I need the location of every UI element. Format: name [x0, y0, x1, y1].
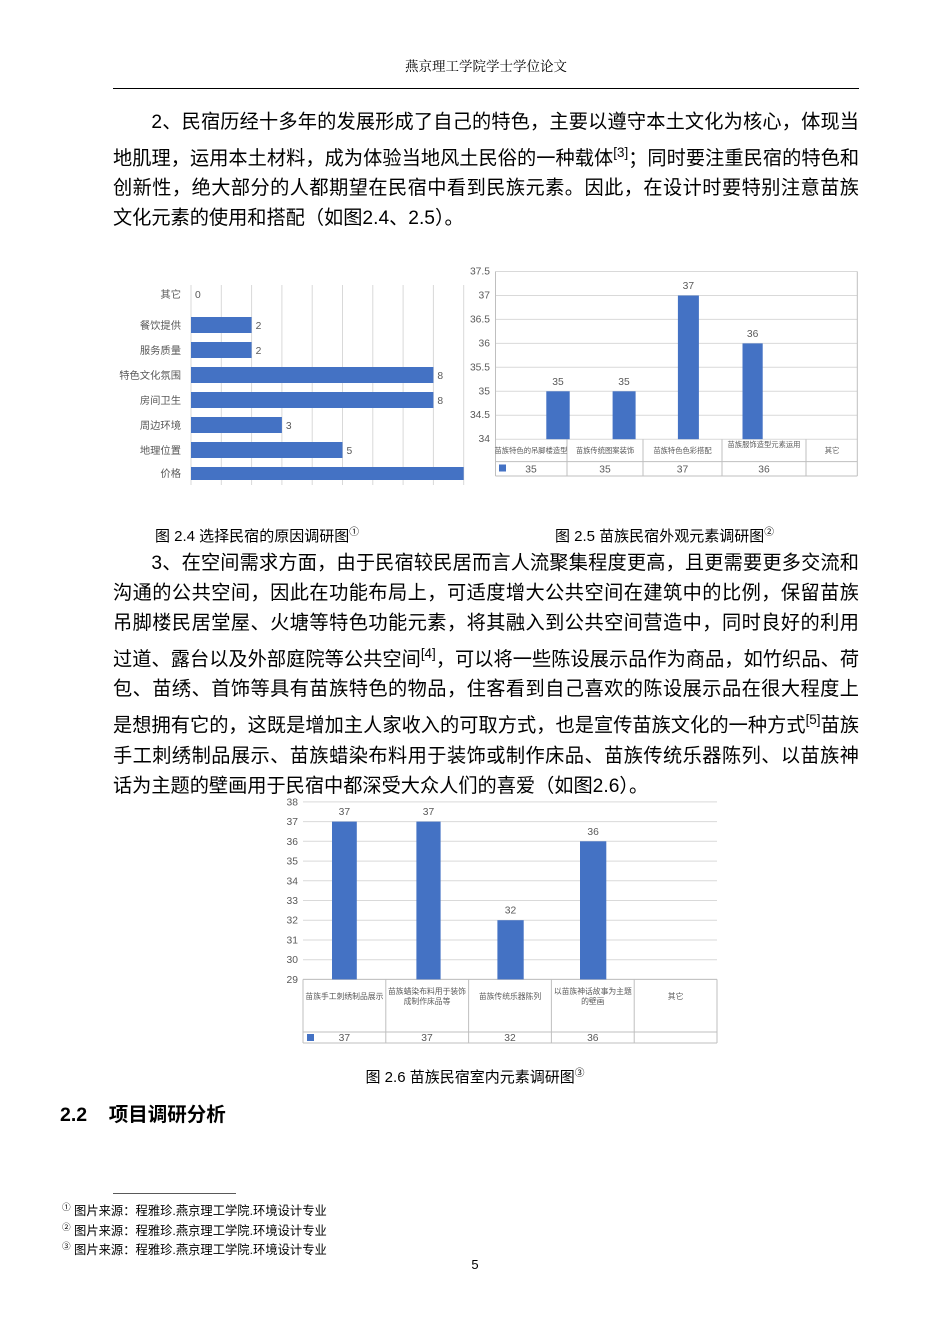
svg-text:36: 36	[587, 827, 599, 838]
svg-text:8: 8	[437, 396, 443, 407]
svg-text:36: 36	[758, 465, 770, 476]
svg-text:32: 32	[504, 1033, 516, 1044]
svg-text:35: 35	[287, 857, 299, 868]
svg-text:34.5: 34.5	[470, 410, 490, 421]
svg-text:35: 35	[618, 377, 630, 388]
svg-text:苗族服饰造型元素运用: 苗族服饰造型元素运用	[728, 440, 801, 449]
svg-text:成制作床品等: 成制作床品等	[404, 996, 451, 1006]
svg-text:37: 37	[479, 291, 491, 302]
svg-text:服务质量: 服务质量	[140, 344, 181, 357]
svg-text:37: 37	[339, 1033, 351, 1044]
svg-text:其它: 其它	[160, 288, 181, 301]
svg-text:37: 37	[287, 817, 299, 828]
svg-text:32: 32	[287, 916, 299, 927]
svg-text:的壁画: 的壁画	[581, 996, 605, 1006]
svg-text:5: 5	[347, 446, 353, 457]
svg-text:37: 37	[683, 281, 695, 292]
svg-text:房间卫生: 房间卫生	[140, 394, 181, 407]
svg-text:35.5: 35.5	[470, 362, 490, 373]
svg-text:苗族蜡染布料用于装饰: 苗族蜡染布料用于装饰	[388, 986, 466, 996]
svg-text:36: 36	[479, 338, 491, 349]
svg-text:苗族传统乐器陈列: 苗族传统乐器陈列	[479, 991, 542, 1001]
svg-text:38: 38	[287, 797, 299, 808]
svg-text:35: 35	[525, 465, 537, 476]
svg-text:36: 36	[587, 1033, 599, 1044]
svg-text:0: 0	[195, 290, 201, 301]
svg-text:29: 29	[287, 975, 299, 986]
svg-text:2: 2	[256, 321, 262, 332]
svg-text:其它: 其它	[668, 991, 684, 1001]
svg-text:36.5: 36.5	[470, 314, 490, 325]
svg-text:37: 37	[423, 807, 435, 818]
svg-text:以苗族神话故事为主题: 以苗族神话故事为主题	[554, 986, 632, 996]
svg-text:8: 8	[437, 371, 443, 382]
svg-text:31: 31	[287, 936, 299, 947]
svg-text:34: 34	[479, 434, 491, 445]
svg-text:35: 35	[599, 465, 611, 476]
svg-text:37.5: 37.5	[470, 267, 490, 278]
svg-text:35: 35	[552, 377, 564, 388]
svg-text:苗族手工刺绣制品展示: 苗族手工刺绣制品展示	[305, 991, 383, 1001]
svg-text:餐饮提供: 餐饮提供	[140, 319, 181, 332]
svg-text:32: 32	[505, 906, 517, 917]
svg-text:其它: 其它	[825, 446, 840, 455]
svg-text:37: 37	[339, 807, 351, 818]
svg-text:36: 36	[287, 837, 299, 848]
svg-text:35: 35	[479, 386, 491, 397]
svg-text:37: 37	[677, 465, 689, 476]
svg-text:34: 34	[287, 876, 299, 887]
svg-text:2: 2	[256, 346, 262, 357]
svg-text:30: 30	[287, 955, 299, 966]
svg-text:37: 37	[421, 1033, 433, 1044]
svg-text:周边环境: 周边环境	[140, 419, 181, 432]
svg-text:地理位置: 地理位置	[140, 444, 181, 457]
svg-text:36: 36	[747, 329, 759, 340]
svg-text:33: 33	[287, 896, 299, 907]
svg-text:苗族特色的吊脚楼造型: 苗族特色的吊脚楼造型	[495, 446, 568, 455]
svg-text:苗族特色色彩搭配: 苗族特色色彩搭配	[653, 446, 712, 455]
svg-text:苗族传统图案装饰: 苗族传统图案装饰	[576, 446, 634, 455]
svg-text:价格: 价格	[160, 467, 181, 480]
svg-text:特色文化氛围: 特色文化氛围	[119, 369, 181, 382]
svg-text:3: 3	[286, 421, 292, 432]
